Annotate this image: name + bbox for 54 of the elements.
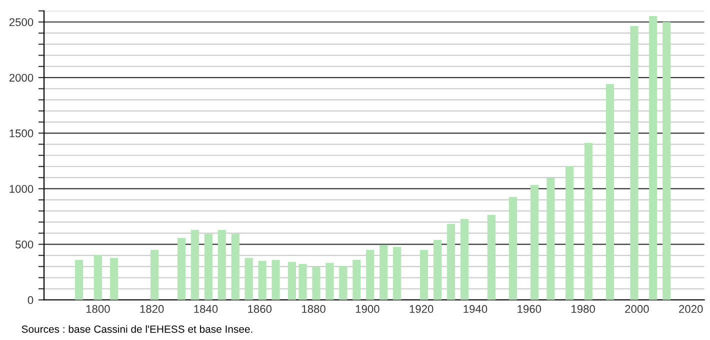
- x-tick-label: 1840: [194, 305, 218, 313]
- bar: [487, 214, 496, 300]
- bar: [75, 260, 84, 300]
- x-tick-label: 1820: [140, 305, 164, 313]
- x-tick-label: 2020: [679, 305, 703, 313]
- bar: [177, 238, 186, 300]
- bar: [204, 234, 212, 300]
- x-tick-label: 1800: [86, 305, 110, 313]
- x-tick-label: 1920: [410, 305, 434, 313]
- y-tick-label: 2000: [9, 74, 34, 82]
- source-note: Sources : base Cassini de l'EHESS et base Insee.: [22, 325, 252, 333]
- x-tick-label: 2000: [625, 305, 649, 313]
- x-tick-label: 1940: [464, 305, 488, 313]
- x-tick-label: 1880: [302, 305, 326, 313]
- bar: [94, 254, 102, 300]
- bar: [530, 184, 539, 300]
- bar: [352, 260, 361, 300]
- bar: [110, 258, 118, 300]
- y-tick-label: 1500: [10, 129, 34, 138]
- bar: [630, 26, 638, 300]
- y-tick-label: 0: [28, 296, 34, 304]
- bar: [508, 196, 518, 300]
- bar: [258, 260, 266, 300]
- bar: [662, 22, 671, 300]
- bar: [339, 266, 348, 300]
- bar: [298, 264, 307, 300]
- y-tick-label: 1000: [10, 184, 34, 193]
- x-tick-label: 1960: [518, 305, 542, 313]
- x-tick-label: 1860: [248, 305, 272, 313]
- bar: [460, 218, 468, 300]
- x-tick-label: 1900: [356, 305, 380, 313]
- bar: [190, 230, 199, 300]
- bar: [218, 230, 226, 300]
- bar: [366, 250, 374, 300]
- bar: [546, 178, 555, 300]
- bar: [584, 142, 592, 300]
- bar: [272, 260, 280, 300]
- y-tick-label: 2500: [9, 18, 34, 26]
- bar: [380, 244, 388, 300]
- bar: [420, 250, 428, 300]
- bar: [288, 262, 296, 300]
- bar: [649, 16, 658, 300]
- bar: [326, 262, 334, 300]
- x-tick-label: 1980: [572, 305, 595, 313]
- bar: [446, 224, 456, 300]
- bar: [606, 84, 614, 300]
- bar: [244, 258, 253, 300]
- y-tick-label: 500: [16, 240, 34, 248]
- bar: [150, 250, 159, 300]
- bar: [312, 266, 320, 300]
- bar: [433, 240, 442, 300]
- bar: [393, 246, 402, 300]
- bar: [231, 234, 240, 300]
- bar: [566, 166, 574, 300]
